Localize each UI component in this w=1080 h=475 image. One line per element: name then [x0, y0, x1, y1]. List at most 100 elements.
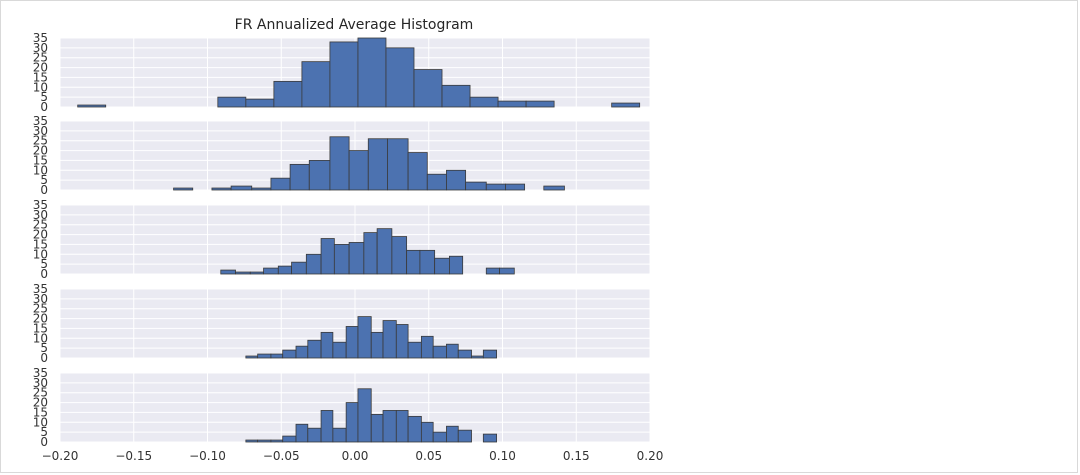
y-tick-label: 15	[33, 237, 48, 251]
histogram-bar	[426, 173, 447, 191]
histogram-bar	[420, 335, 434, 359]
histogram-bar	[332, 427, 347, 443]
histogram-bar	[471, 355, 484, 359]
histogram-bar	[235, 271, 251, 275]
histogram-bar	[307, 427, 322, 443]
histogram-bar	[307, 339, 322, 359]
histogram-bar	[77, 104, 107, 108]
histogram-bar	[387, 138, 409, 191]
histogram-bar	[217, 96, 247, 108]
y-tick-label: 35	[33, 31, 48, 45]
histogram-bar	[432, 345, 447, 359]
x-tick-label: −0.05	[263, 449, 300, 463]
histogram-bar	[357, 316, 372, 359]
histogram-bar	[329, 136, 350, 191]
histogram-bar	[370, 331, 384, 359]
histogram-bar	[376, 228, 393, 275]
histogram-bar	[257, 353, 272, 359]
histogram-bar	[446, 169, 467, 191]
x-axis-ticks: −0.20 −0.15 −0.10 −0.05 0.00 0.05 0.10 0.15 0.20	[42, 449, 664, 463]
histogram-bar	[441, 84, 471, 108]
chart-title: FR Annualized Average Histogram	[235, 17, 474, 33]
histogram-bar	[282, 435, 297, 443]
histogram-bar	[482, 349, 498, 359]
histogram-bar	[457, 349, 472, 359]
histogram-bar	[407, 415, 422, 443]
histogram-bar	[395, 324, 409, 359]
histogram-bar	[469, 96, 499, 108]
histogram-bar	[320, 410, 334, 443]
histogram-bar	[457, 429, 472, 443]
y-tick-label: 20	[33, 312, 48, 326]
x-tick-label: −0.15	[115, 449, 152, 463]
y-tick-label: 35	[33, 282, 48, 296]
histogram-bar	[230, 185, 253, 191]
x-tick-label: 0.00	[342, 449, 369, 463]
histogram-bar	[395, 410, 409, 443]
histogram-bar	[611, 102, 641, 108]
histogram-bar	[211, 187, 232, 191]
histogram-bar	[291, 261, 307, 275]
y-tick-label: 5	[40, 425, 48, 439]
histogram-bar	[345, 326, 359, 359]
y-tick-label: 25	[33, 134, 48, 148]
y-tick-label: 0	[40, 183, 48, 197]
histogram-bar	[497, 100, 527, 108]
histogram-bar	[277, 265, 292, 275]
y-tick-label: 5	[40, 173, 48, 187]
histogram-bar	[270, 177, 291, 191]
y-tick-label: 15	[33, 321, 48, 335]
histogram-bar	[245, 439, 259, 443]
y-tick-label: 20	[33, 396, 48, 410]
histogram-bar	[332, 341, 347, 359]
y-tick-label: 10	[33, 331, 48, 345]
histogram-bar	[295, 345, 309, 359]
histogram-bar	[273, 80, 303, 108]
histogram-bar	[413, 69, 443, 108]
histogram-bar	[263, 267, 279, 275]
y-tick-label: 0	[40, 435, 48, 449]
histogram-bar	[505, 183, 526, 191]
histogram-bar	[446, 343, 459, 359]
histogram-bar	[446, 425, 459, 443]
y-tick-label: 30	[33, 292, 48, 306]
y-tick-label: 25	[33, 51, 48, 65]
histogram-bar	[348, 242, 365, 275]
histogram-bar	[382, 320, 397, 359]
histogram-bar	[432, 431, 447, 443]
histogram-bar	[382, 410, 397, 443]
y-tick-label: 35	[33, 114, 48, 128]
y-tick-label: 20	[33, 61, 48, 75]
y-tick-label: 30	[33, 376, 48, 390]
histogram-bar	[485, 183, 506, 191]
y-tick-label: 15	[33, 153, 48, 167]
y-tick-label: 0	[40, 267, 48, 281]
y-tick-label: 25	[33, 386, 48, 400]
y-tick-label: 25	[33, 218, 48, 232]
histogram-bar	[173, 187, 194, 191]
y-tick-label: 0	[40, 100, 48, 114]
histogram-bar	[329, 41, 359, 108]
histogram-bar	[406, 249, 421, 275]
histogram-panels: 0510152025303505101520253035051015202530…	[33, 31, 651, 449]
histogram-bar	[419, 249, 436, 275]
y-tick-label: 15	[33, 70, 48, 84]
histogram-bar	[448, 255, 464, 275]
histogram-bar	[482, 433, 498, 443]
histogram-bar	[270, 353, 284, 359]
y-tick-label: 20	[33, 144, 48, 158]
histogram-bar	[320, 238, 335, 275]
x-tick-label: 0.05	[415, 449, 442, 463]
y-tick-label: 35	[33, 366, 48, 380]
histogram-bar	[245, 355, 259, 359]
y-tick-label: 25	[33, 302, 48, 316]
histogram-bar	[543, 185, 565, 191]
histogram-bar	[420, 421, 434, 443]
y-tick-label: 30	[33, 124, 48, 138]
histogram-bar	[289, 163, 310, 191]
histogram-bar	[465, 181, 487, 191]
